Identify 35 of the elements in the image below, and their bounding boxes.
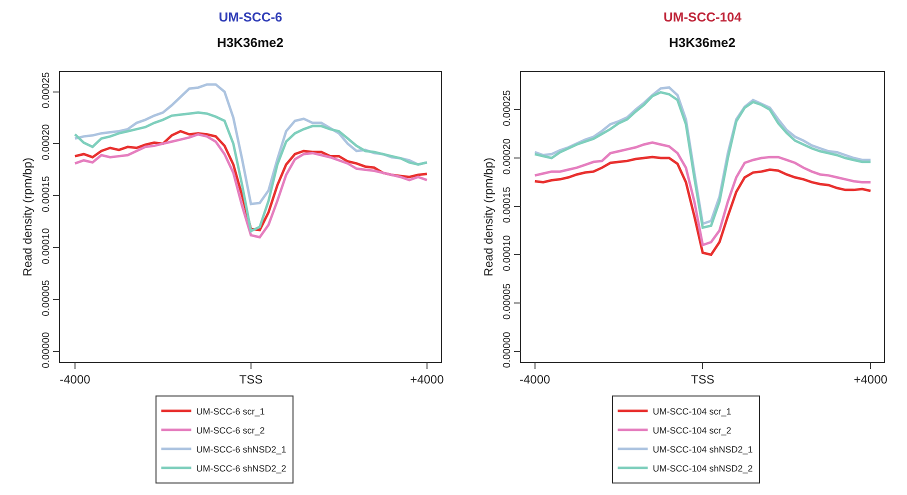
line-series (74, 111, 428, 232)
y-tick-label: 0.00025 (41, 72, 52, 108)
line-series (534, 156, 872, 256)
legend-label: UM-SCC-6 shNSD2_1 (196, 444, 286, 454)
y-tick-label: 0.00000 (502, 331, 513, 368)
legend-label: UM-SCC-6 shNSD2_2 (196, 463, 286, 474)
y-axis-title: Read density (rpm/bp) (481, 158, 496, 276)
y-tick-label: 0.00000 (41, 332, 52, 368)
x-tick-label: TSS (691, 372, 714, 386)
x-tick-label: -4000 (60, 372, 91, 386)
x-tick-label: +4000 (410, 372, 444, 386)
line-series (534, 141, 872, 246)
y-axis-title: Read density (rpm/bp) (20, 158, 34, 276)
legend-label: UM-SCC-104 shNSD2_1 (652, 444, 753, 454)
y-tick-label: 0.00020 (41, 124, 52, 160)
x-tick-label: TSS (239, 372, 263, 386)
y-tick-label: 0.00020 (502, 138, 513, 175)
y-tick-label: 0.00005 (41, 280, 52, 316)
y-tick-label: 0.00010 (502, 234, 513, 272)
chart-subtitle: H3K36me2 (669, 35, 736, 50)
chart-title: UM-SCC-6 (218, 9, 282, 24)
legend-label: UM-SCC-104 shNSD2_2 (652, 463, 753, 474)
x-tick-label: +4000 (854, 372, 888, 386)
chart-title: UM-SCC-104 (663, 9, 742, 24)
legend-label: UM-SCC-6 scr_1 (196, 406, 265, 416)
legend-label: UM-SCC-104 scr_1 (652, 406, 732, 416)
y-tick-label: 0.00015 (502, 186, 513, 223)
y-tick-label: 0.00025 (502, 90, 513, 126)
y-tick-label: 0.00005 (502, 283, 513, 320)
x-tick-label: -4000 (520, 372, 551, 386)
y-tick-label: 0.00010 (41, 228, 52, 264)
chart-subtitle: H3K36me2 (217, 35, 284, 50)
y-tick-label: 0.00015 (41, 176, 52, 212)
legend-label: UM-SCC-104 scr_2 (652, 425, 732, 436)
legend-label: UM-SCC-6 scr_2 (196, 425, 265, 436)
